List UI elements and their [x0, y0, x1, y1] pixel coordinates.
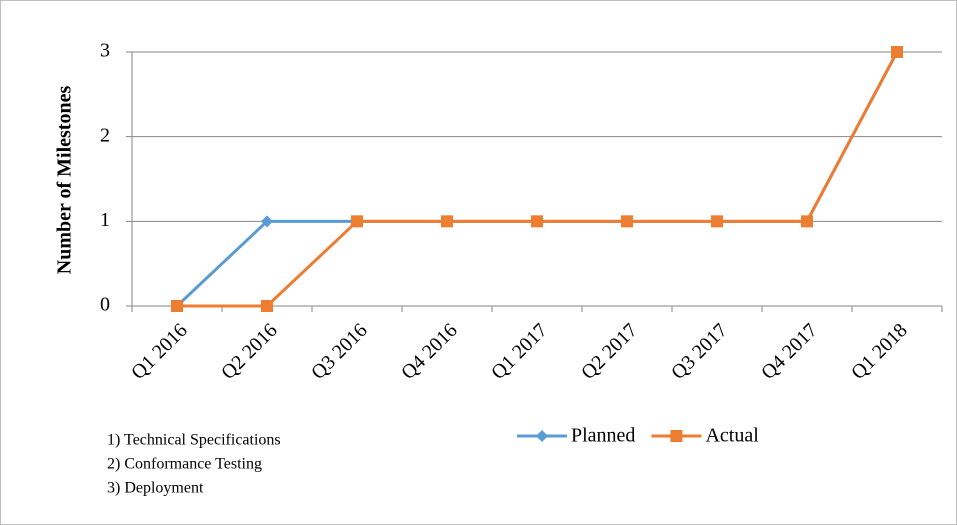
y-tick-label: 0 — [100, 294, 110, 316]
y-axis-title: Number of Milestones — [54, 86, 76, 275]
point — [261, 300, 273, 312]
point — [171, 300, 183, 312]
point — [531, 215, 543, 228]
annotation: 3) Deployment — [107, 480, 204, 497]
point — [891, 46, 903, 58]
legend-label: Planned — [571, 425, 635, 447]
legend-marker — [670, 430, 683, 442]
annotation: 2) Conformance Testing — [107, 456, 262, 473]
legend-marker — [536, 430, 548, 442]
point — [801, 215, 813, 228]
y-tick-label: 1 — [100, 209, 110, 231]
point — [351, 215, 363, 228]
point — [441, 215, 453, 228]
point — [261, 215, 273, 228]
annotation: 1) Technical Specifications — [107, 432, 281, 449]
legend-label: Actual — [705, 425, 759, 447]
y-tick-label: 3 — [100, 40, 110, 62]
point — [711, 215, 723, 228]
y-tick-label: 2 — [100, 124, 110, 146]
point — [621, 215, 633, 228]
